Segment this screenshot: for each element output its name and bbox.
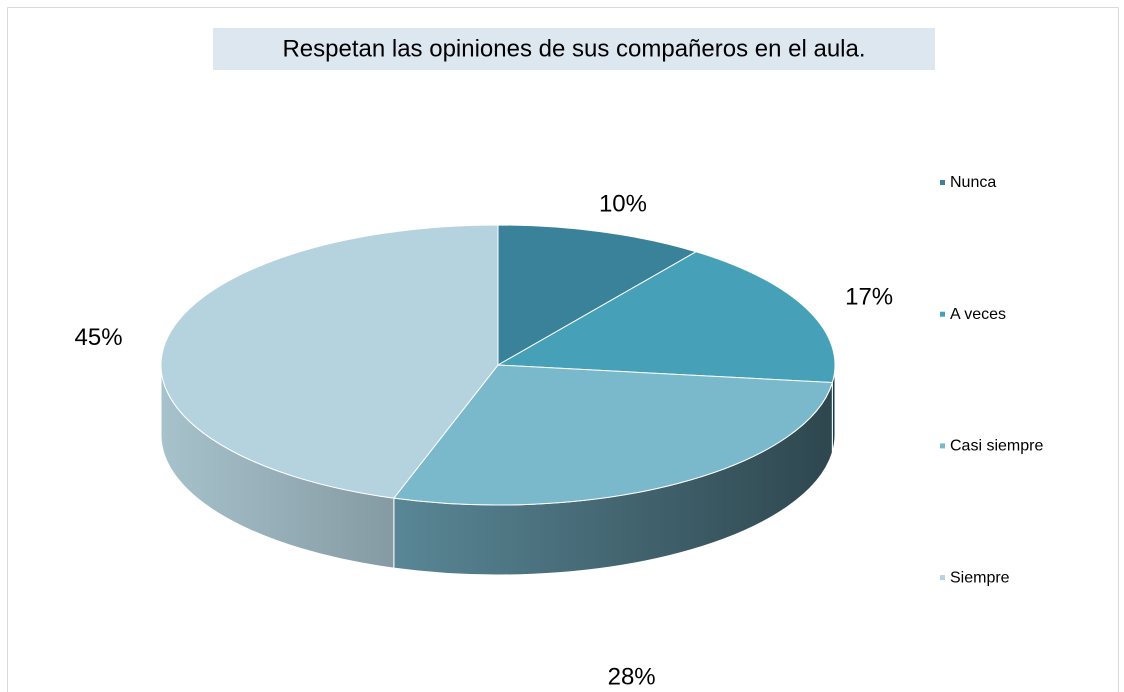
- data-label: 45%: [75, 324, 123, 351]
- legend-label: A veces: [950, 306, 1006, 323]
- data-label: 17%: [845, 284, 893, 311]
- pie-slice: [392, 364, 834, 506]
- legend-label: Casi siempre: [950, 438, 1043, 455]
- data-label: 10%: [599, 191, 647, 218]
- legend-label: Siempre: [950, 569, 1010, 586]
- data-label: 28%: [608, 664, 656, 691]
- pie-slice: [497, 224, 698, 366]
- legend-label: Nunca: [950, 174, 996, 191]
- chart-title: Respetan las opiniones de sus compañeros…: [282, 35, 865, 62]
- pie-slice: [496, 251, 836, 384]
- pie-slice: [160, 224, 499, 499]
- legend-marker: [940, 311, 945, 317]
- legend-marker: [940, 180, 945, 185]
- legend-marker: [940, 575, 945, 581]
- legend-marker: [940, 443, 945, 449]
- title-box: [213, 28, 935, 70]
